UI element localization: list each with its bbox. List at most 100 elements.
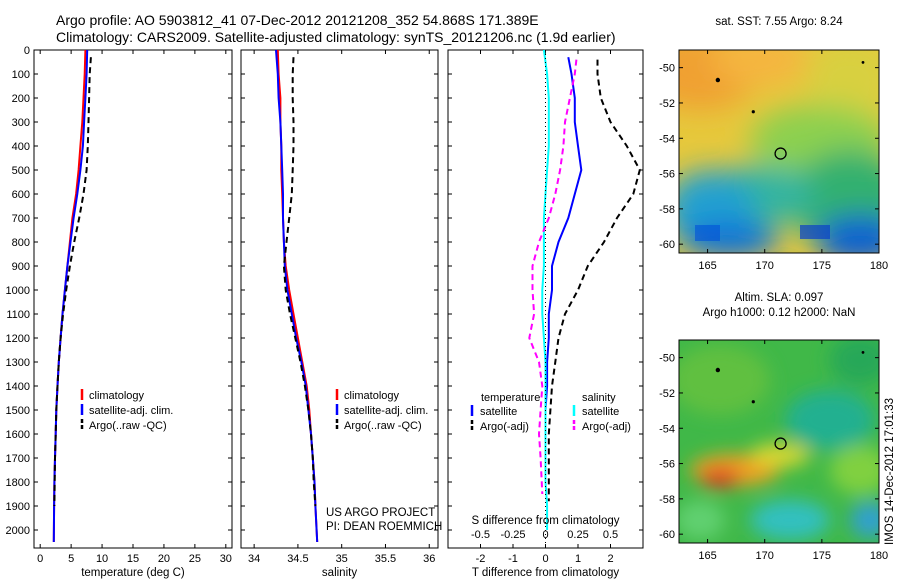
series-line-2	[53, 57, 92, 507]
map-y-tick-label: -56	[659, 169, 675, 181]
series-line-0	[544, 57, 583, 482]
map-y-tick-label: -50	[659, 63, 675, 75]
x-tick-label: 0	[542, 553, 548, 565]
y-tick-label: 1700	[6, 453, 30, 465]
float-marker	[715, 77, 721, 83]
x-tick-label: 34	[248, 553, 260, 565]
map-x-tick-label: 175	[813, 260, 831, 272]
series-line-0	[52, 49, 87, 543]
x-tick-label: 2	[607, 553, 613, 565]
series-line-1	[275, 49, 319, 543]
y-tick-label: 1400	[6, 381, 30, 393]
map-frame	[678, 339, 880, 544]
legend-entry: Argo(-adj)	[582, 421, 631, 433]
map-y-tick-label: -54	[659, 133, 675, 145]
y-tick-label: 1600	[6, 429, 30, 441]
top-axis-label: S difference from climatology	[471, 515, 619, 527]
x-axis-label: T difference from climatology	[472, 567, 619, 579]
legend-entry: Argo(-adj)	[480, 421, 529, 433]
project-line1: US ARGO PROJECT	[326, 507, 435, 519]
sst-map-title: sat. SST: 7.55 Argo: 8.24	[715, 16, 843, 28]
x-tick-label: -2	[476, 553, 486, 565]
y-tick-label: 200	[12, 93, 30, 105]
sst-map-axes: 165 170 175 180 -50 -52 -54 -56 -58 -60	[659, 49, 888, 272]
legend-title: temperature	[481, 392, 540, 404]
x-axis-label: salinity	[322, 567, 357, 579]
map-x-tick-label: 180	[870, 550, 888, 562]
project-line2: PI: DEAN ROEMMICH	[326, 521, 442, 533]
x-tick-label: -1	[508, 553, 518, 565]
x-tick-label: 5	[68, 553, 74, 565]
map-y-tick-label: -60	[659, 529, 675, 541]
legend-entry: climatology	[344, 390, 400, 402]
x-tick-label: 1	[575, 553, 581, 565]
sla-map-axes: 165 170 175 180 -50 -52 -54 -56 -58 -60	[659, 339, 888, 562]
float-marker	[861, 60, 865, 64]
x-tick-label: 15	[127, 553, 139, 565]
axes-frame	[240, 49, 439, 549]
y-tick-label: 500	[12, 165, 30, 177]
y-tick-label: 700	[12, 213, 30, 225]
y-tick-label: 1000	[6, 285, 30, 297]
legend-entry: Argo(..raw -QC)	[89, 420, 167, 432]
float-marker	[861, 350, 865, 354]
map-y-tick-label: -58	[659, 494, 675, 506]
top-tick-label: 0.5	[603, 529, 618, 541]
y-tick-label: 1200	[6, 333, 30, 345]
map-x-tick-label: 175	[813, 550, 831, 562]
argo-position-marker	[774, 437, 787, 450]
y-tick-label: 1300	[6, 357, 30, 369]
series-line-3	[528, 59, 578, 495]
x-tick-label: 36	[423, 553, 435, 565]
float-marker	[751, 110, 755, 114]
sla-map-title-line2: Argo h1000: 0.12 h2000: NaN	[703, 307, 856, 319]
y-tick-label: 0	[24, 45, 30, 57]
x-tick-label: 25	[189, 553, 201, 565]
top-tick-label: 0	[542, 529, 548, 541]
map-x-tick-label: 165	[698, 260, 716, 272]
y-tick-label: 400	[12, 141, 30, 153]
series-line-1	[547, 59, 641, 502]
map-x-tick-label: 180	[870, 260, 888, 272]
legend-entry: satellite	[480, 406, 517, 418]
map-y-tick-label: -52	[659, 388, 675, 400]
y-tick-label: 900	[12, 261, 30, 273]
salinity-axes: 34 34.5 35 35.5 36 salinity climatology satelli…	[240, 49, 439, 579]
difference-axes: -2 -1 0 1 2 T difference from climatology S di…	[447, 49, 644, 579]
x-tick-label: 35.5	[375, 553, 396, 565]
x-tick-label: 10	[96, 553, 108, 565]
float-marker	[751, 400, 755, 404]
map-y-tick-label: -56	[659, 459, 675, 471]
sla-map-title-line1: Altim. SLA: 0.097	[735, 292, 824, 304]
y-tick-label: 1800	[6, 477, 30, 489]
map-y-tick-label: -50	[659, 353, 675, 365]
y-tick-label: 600	[12, 189, 30, 201]
map-frame	[678, 49, 880, 254]
map-y-tick-label: -60	[659, 239, 675, 251]
y-tick-label: 800	[12, 237, 30, 249]
legend-title: salinity	[582, 392, 616, 404]
y-tick-label: 300	[12, 117, 30, 129]
y-tick-label: 1900	[6, 501, 30, 513]
series-line-2	[282, 57, 317, 507]
x-tick-label: 20	[158, 553, 170, 565]
sst-field	[679, 50, 879, 253]
top-tick-label: -0.5	[471, 529, 490, 541]
map-y-tick-label: -52	[659, 98, 675, 110]
top-tick-label: -0.25	[500, 529, 525, 541]
x-tick-label: 35	[336, 553, 348, 565]
y-tick-label: 1500	[6, 405, 30, 417]
legend-entry: climatology	[89, 390, 145, 402]
legend-entry: satellite-adj. clim.	[344, 405, 428, 417]
x-tick-label: 0	[37, 553, 43, 565]
map-y-tick-label: -58	[659, 204, 675, 216]
top-tick-label: 0.25	[567, 529, 588, 541]
series-line-0	[276, 49, 319, 543]
map-x-tick-label: 165	[698, 550, 716, 562]
legend-entry: satellite	[582, 406, 619, 418]
map-x-tick-label: 170	[756, 550, 774, 562]
profile-title: Argo profile: AO 5903812_41 07-Dec-2012 …	[56, 12, 539, 28]
climatology-title: Climatology: CARS2009. Satellite-adjuste…	[56, 29, 616, 45]
argo-position-marker	[774, 147, 787, 160]
